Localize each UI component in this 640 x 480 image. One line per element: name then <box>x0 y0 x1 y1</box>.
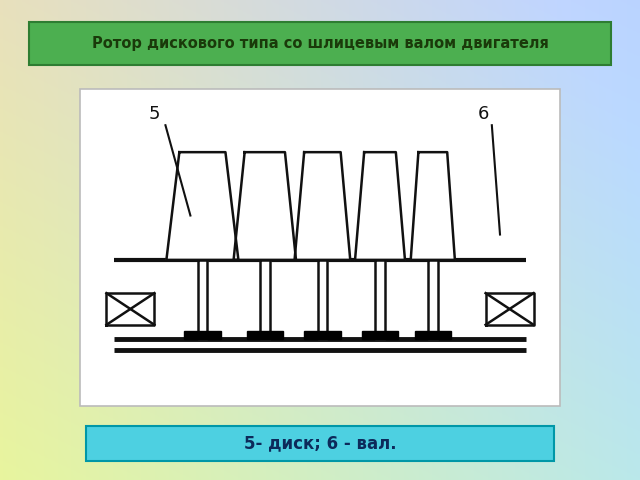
Polygon shape <box>415 331 451 339</box>
Polygon shape <box>246 331 283 339</box>
Polygon shape <box>166 152 239 260</box>
Text: 5- диск; 6 - вал.: 5- диск; 6 - вал. <box>244 434 396 453</box>
Polygon shape <box>234 152 296 260</box>
Polygon shape <box>106 293 154 325</box>
Text: 6: 6 <box>477 105 489 123</box>
Polygon shape <box>411 152 455 260</box>
Polygon shape <box>184 331 221 339</box>
Bar <box>29 22 611 65</box>
Bar <box>86 426 554 461</box>
Polygon shape <box>260 260 269 339</box>
Polygon shape <box>294 152 350 260</box>
Polygon shape <box>362 331 398 339</box>
Polygon shape <box>355 152 405 260</box>
Polygon shape <box>198 260 207 339</box>
Polygon shape <box>317 260 327 339</box>
Polygon shape <box>375 260 385 339</box>
Polygon shape <box>304 331 340 339</box>
Polygon shape <box>486 293 534 325</box>
Text: 5: 5 <box>148 105 160 123</box>
Polygon shape <box>428 260 438 339</box>
Text: Ротор дискового типа со шлицевым валом двигателя: Ротор дискового типа со шлицевым валом д… <box>92 36 548 51</box>
Bar <box>80 89 560 406</box>
